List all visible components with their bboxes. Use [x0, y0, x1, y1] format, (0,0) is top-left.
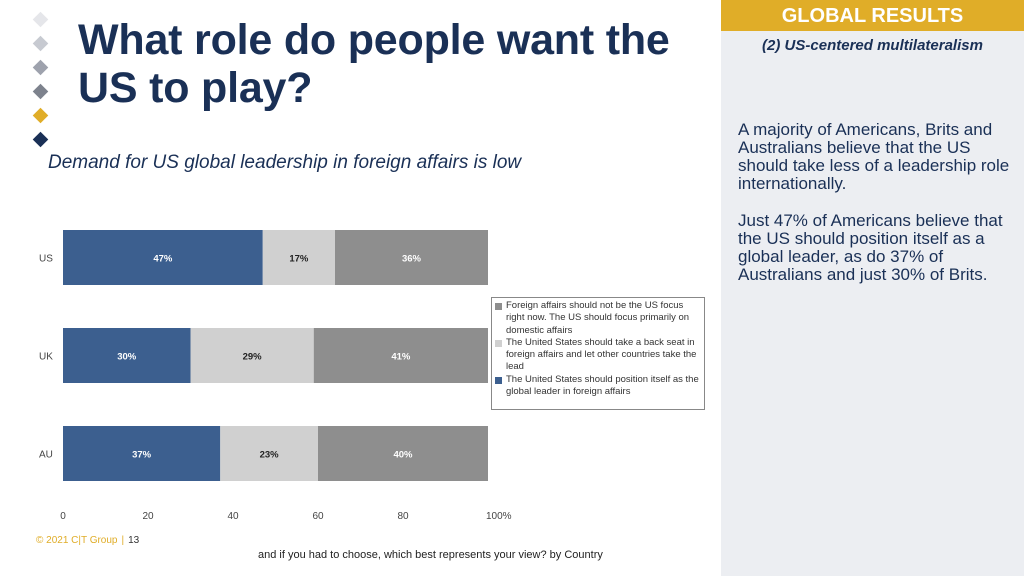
legend-label: The United States should take a back sea… — [506, 336, 697, 373]
chart-subtitle: Demand for US global leadership in forei… — [48, 152, 522, 173]
bar-segment — [313, 328, 488, 383]
x-tick-label: 0 — [60, 511, 66, 522]
sidebar-paragraph-2: Just 47% of Americans believe that the U… — [738, 211, 1003, 284]
data-label: 37% — [132, 450, 152, 461]
legend-item: The United States should take a back sea… — [495, 337, 700, 374]
legend-item: The United States should position itself… — [495, 374, 700, 399]
data-label: 41% — [391, 352, 411, 363]
legend-label: The United States should position itself… — [506, 373, 699, 398]
data-label: 36% — [402, 254, 422, 265]
slide-title: What role do people want the US to play? — [78, 16, 670, 112]
data-label: 17% — [289, 254, 309, 265]
x-tick-label: 20 — [142, 511, 154, 522]
legend-label: Foreign affairs should not be the US foc… — [506, 300, 690, 336]
footer-question: and if you had to choose, which best rep… — [258, 549, 603, 561]
bar-segment — [318, 426, 488, 481]
data-label: 30% — [117, 352, 137, 363]
data-label: 23% — [260, 450, 280, 461]
stacked-bar-chart: US 47% 17% 36% UK 30% 29% 41% AU 37% 23% 40% 0 20 40 60… — [39, 230, 512, 522]
chart-legend: Foreign affairs should not be the US foc… — [491, 297, 705, 410]
sidebar-header: GLOBAL RESULTS — [721, 0, 1024, 31]
bar-segment — [190, 328, 314, 383]
bar-segment — [220, 426, 318, 481]
footer-credit: © 2021 C|T Group | 13 — [36, 535, 139, 546]
bar-segment — [63, 426, 221, 481]
x-tick-label: 60 — [312, 511, 324, 522]
data-label: 47% — [153, 254, 173, 265]
footer-copyright: © 2021 C|T Group — [36, 535, 118, 546]
footer-page-number: 13 — [128, 535, 140, 546]
results-sidebar: GLOBAL RESULTS (2) US-centered multilate… — [721, 0, 1024, 576]
footer-separator: | — [121, 535, 125, 546]
data-label: 29% — [243, 352, 263, 363]
legend-swatch — [495, 376, 502, 384]
x-tick-label: 80 — [397, 511, 409, 522]
category-label: AU — [39, 450, 53, 461]
legend-swatch — [495, 339, 502, 347]
category-label: UK — [39, 352, 53, 363]
sidebar-subheader: (2) US-centered multilateralism — [762, 37, 983, 54]
data-label: 40% — [393, 450, 413, 461]
legend-swatch — [495, 303, 502, 310]
bar-segment — [63, 328, 191, 383]
x-tick-label: 40 — [227, 511, 239, 522]
legend-item: Foreign affairs should not be the US foc… — [495, 300, 700, 337]
x-tick-label: 100% — [486, 511, 512, 522]
category-label: US — [39, 254, 53, 265]
bar-segment — [335, 230, 488, 285]
bar-segment — [63, 230, 263, 285]
bar-segment — [262, 230, 335, 285]
sidebar-paragraph-1: A majority of Americans, Brits and Austr… — [738, 120, 1010, 193]
